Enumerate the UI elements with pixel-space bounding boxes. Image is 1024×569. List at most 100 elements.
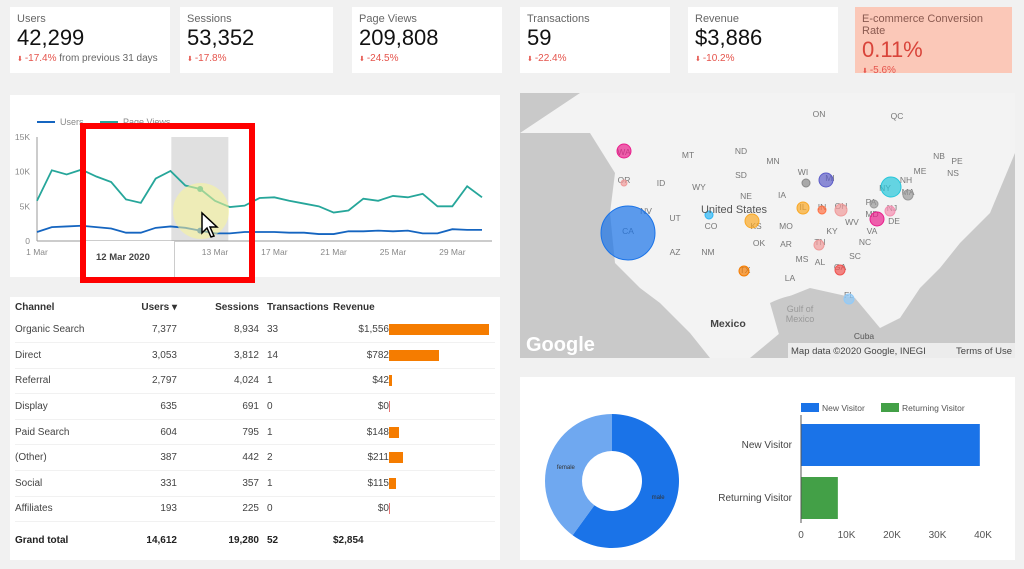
arrow-down-icon: ⬇ <box>527 56 535 63</box>
map-bubble[interactable] <box>843 293 855 305</box>
revenue-bar-cell <box>389 444 495 472</box>
gender-donut-chart[interactable]: male female <box>520 377 700 560</box>
legend-swatch <box>801 403 819 412</box>
kpi-value: 59 <box>527 25 552 50</box>
kpi-card-users: Users 42,299 ⬇ -17.4% from previous 31 day… <box>10 7 170 73</box>
donut-slice-female[interactable] <box>545 414 612 536</box>
x-tick-label: 1 Mar <box>26 247 48 257</box>
kpi-card-page-views: Page Views 209,808 ⬇ -24.5% <box>352 7 502 73</box>
map-bubble[interactable] <box>834 203 848 217</box>
cell-sessions: 442 <box>185 444 267 472</box>
state-label: PE <box>951 156 963 166</box>
cell-users: 3,053 <box>125 342 185 369</box>
category-label: Returning Visitor <box>718 493 792 504</box>
table-row[interactable]: Paid Search 604 795 1 $148 <box>15 419 495 446</box>
map-bubble[interactable] <box>616 143 632 159</box>
series-line-users <box>36 224 482 235</box>
mouse-cursor-icon <box>201 211 219 238</box>
x-tick-label: 0 <box>798 530 804 541</box>
state-label: NM <box>701 247 714 257</box>
y-tick-label: 0 <box>25 236 30 246</box>
header-label: Revenue <box>333 301 375 313</box>
map-bubble[interactable] <box>813 239 825 251</box>
cell-channel: (Other) <box>15 444 125 472</box>
revenue-bar <box>389 426 399 438</box>
cell-channel: Affiliates <box>15 496 125 523</box>
map-bubble[interactable] <box>869 199 879 209</box>
bar[interactable] <box>801 477 838 519</box>
x-tick-label: 21 Mar <box>320 247 347 257</box>
column-header-channel[interactable]: Channel <box>15 297 125 317</box>
grand-total-row: Grand total 14,612 19,280 52 $2,854 <box>15 522 495 558</box>
sort-down-icon[interactable]: ▾ <box>169 301 177 313</box>
column-header-revenue[interactable]: Revenue <box>333 297 495 317</box>
column-header-sessions[interactable]: Sessions <box>185 297 267 317</box>
state-label: MT <box>682 150 694 160</box>
kpi-value: $3,886 <box>695 25 763 50</box>
legend-label: Users <box>60 117 84 127</box>
column-header-transactions[interactable]: Transactions <box>267 297 333 317</box>
map-bubble[interactable] <box>600 205 656 261</box>
x-tick-label: 25 Mar <box>380 247 407 257</box>
state-label: MO <box>779 221 793 231</box>
map-bubble[interactable] <box>738 265 750 277</box>
map-bubble[interactable] <box>744 213 760 229</box>
visitor-type-bar-chart[interactable]: New Visitor Returning Visitor New Visitor R… <box>700 377 1015 560</box>
cell-revenue: $0 <box>333 393 389 420</box>
terms-of-use-link[interactable]: Terms of Use <box>956 346 1012 357</box>
bar[interactable] <box>801 424 980 466</box>
state-label: ID <box>657 178 666 188</box>
table-row[interactable]: Direct 3,053 3,812 14 $782 <box>15 342 495 369</box>
table-row[interactable]: Social 331 357 1 $115 <box>15 470 495 497</box>
state-label: NE <box>740 191 752 201</box>
table-row[interactable]: Referral 2,797 4,024 1 $42 <box>15 368 495 395</box>
x-tick-label: 30K <box>929 530 947 541</box>
state-label: VA <box>867 226 878 236</box>
table-row[interactable]: Affiliates 193 225 0 $0 <box>15 496 495 523</box>
state-label: DE <box>888 216 900 226</box>
table-row[interactable]: Organic Search 7,377 8,934 33 $1,556 <box>15 317 495 344</box>
map-bubble[interactable] <box>884 205 896 217</box>
state-label: MN <box>766 156 779 166</box>
cell-channel: Social <box>15 470 125 497</box>
donut-slice-male[interactable] <box>572 414 680 548</box>
cell-transactions: 0 <box>267 393 333 420</box>
map-bubble[interactable] <box>704 210 714 220</box>
map-bubble[interactable] <box>869 211 885 227</box>
cell-channel: Referral <box>15 368 125 395</box>
column-header-users[interactable]: Users ▾ <box>125 297 185 317</box>
cell-revenue: $1,556 <box>333 317 389 344</box>
water-label: Gulf of <box>787 304 814 314</box>
channel-table: Channel Users ▾ Sessions Transactions Revenu… <box>15 297 495 558</box>
attribution-bg <box>788 343 1015 358</box>
map-bubble[interactable] <box>818 172 834 188</box>
state-label: WV <box>845 217 859 227</box>
map-bubble[interactable] <box>817 205 827 215</box>
kpi-value: 42,299 <box>17 25 85 50</box>
state-label: IA <box>778 190 786 200</box>
revenue-bar <box>389 401 390 412</box>
revenue-bar-cell <box>389 317 495 344</box>
cell-channel: Organic Search <box>15 317 125 344</box>
kpi-value: 0.11% <box>862 37 923 62</box>
geo-map[interactable]: MTNDMNWAORIDWYSDWIMINYNHMEMANEIAUTCOKSNV… <box>520 93 1015 358</box>
map-bubble[interactable] <box>880 176 902 198</box>
channel-table-card: Channel Users ▾ Sessions Transactions Revenu… <box>10 297 500 560</box>
slice-label: male <box>652 495 666 501</box>
revenue-bar-cell <box>389 342 495 369</box>
map-bubble[interactable] <box>801 178 811 188</box>
category-label: New Visitor <box>742 440 793 451</box>
map-bubble[interactable] <box>620 179 628 187</box>
state-label: NB <box>933 151 945 161</box>
table-row[interactable]: (Other) 387 442 2 $211 <box>15 444 495 472</box>
map-bubble[interactable] <box>834 264 846 276</box>
cell-sessions: 8,934 <box>185 317 267 344</box>
state-label: QC <box>891 111 904 121</box>
country-label: United States <box>701 204 768 216</box>
table-row[interactable]: Display 635 691 0 $0 <box>15 393 495 420</box>
y-tick-label: 15K <box>15 132 30 142</box>
map-bubble[interactable] <box>796 201 810 215</box>
cell-channel: Direct <box>15 342 125 369</box>
revenue-bar-cell <box>389 470 495 497</box>
map-bubble[interactable] <box>902 189 914 201</box>
